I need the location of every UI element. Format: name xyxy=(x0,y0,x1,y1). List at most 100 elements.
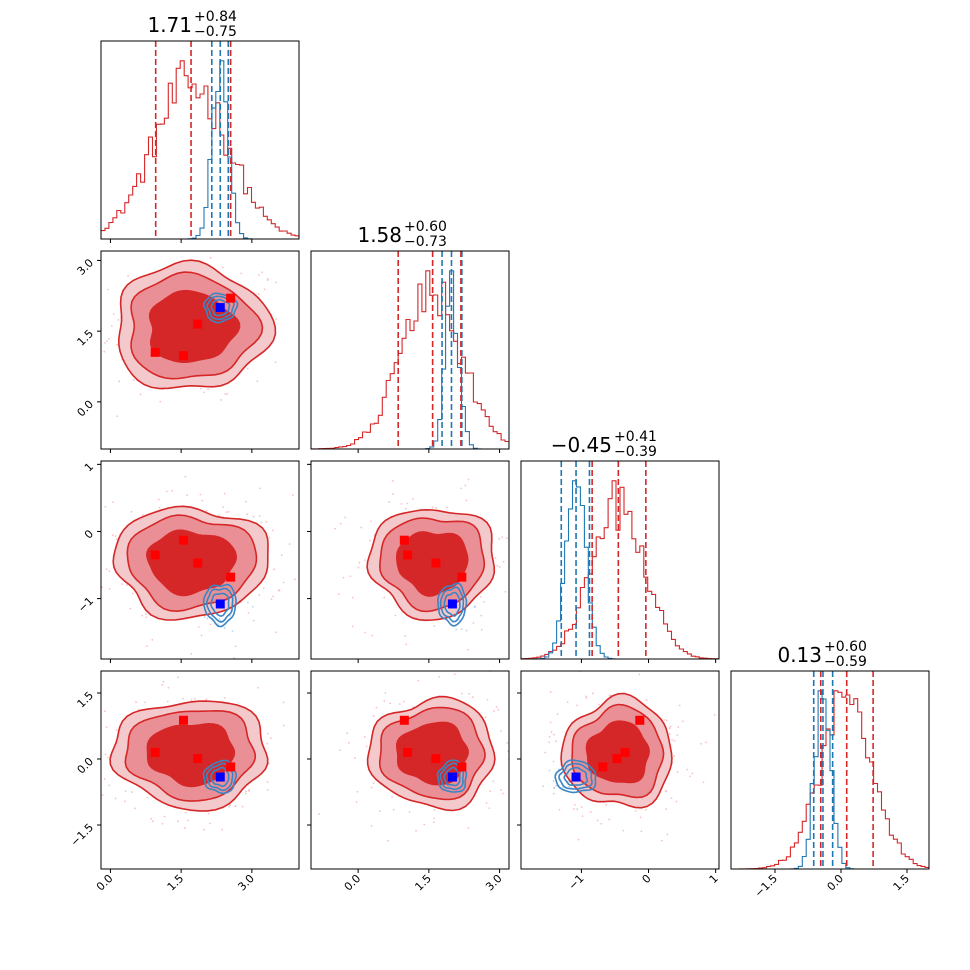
red-sample-point xyxy=(282,581,285,584)
red-sample-point xyxy=(480,614,483,617)
red-sample-point xyxy=(351,596,354,599)
panel-2-1 xyxy=(334,478,519,651)
red-sample-point xyxy=(342,576,345,579)
red-marker xyxy=(457,762,467,772)
red-sample-point xyxy=(114,535,117,538)
red-sample-point xyxy=(663,719,666,721)
red-sample-point xyxy=(356,790,359,793)
red-sample-point xyxy=(247,612,250,614)
red-sample-point xyxy=(271,529,274,532)
red-sample-point xyxy=(392,808,395,811)
red-sample-point xyxy=(167,686,170,689)
x-tick-label: −1 xyxy=(566,872,587,893)
red-sample-point xyxy=(256,380,259,383)
red-sample-point xyxy=(303,334,305,336)
red-sample-point xyxy=(383,596,386,599)
red-sample-point xyxy=(404,635,407,637)
red-sample-point xyxy=(502,560,505,563)
red-marker xyxy=(226,762,236,772)
red-sample-point xyxy=(252,619,255,622)
red-sample-point xyxy=(144,701,147,704)
red-sample-point xyxy=(480,628,483,631)
red-sample-point xyxy=(89,309,91,311)
red-sample-point xyxy=(274,361,277,364)
red-sample-point xyxy=(157,498,160,501)
red-sample-point xyxy=(673,740,676,742)
red-sample-point xyxy=(517,760,519,762)
panel-3-2 xyxy=(517,671,716,842)
red-sample-point xyxy=(131,592,134,595)
red-sample-point xyxy=(645,808,647,811)
red-sample-point xyxy=(199,493,202,496)
red-sample-point xyxy=(248,790,250,792)
red-sample-point xyxy=(91,575,93,577)
red-sample-point xyxy=(252,515,255,518)
red-sample-point xyxy=(274,281,277,284)
red-sample-point xyxy=(150,817,153,820)
red-sample-point xyxy=(203,828,205,831)
red-sample-point xyxy=(74,288,76,290)
red-sample-point xyxy=(270,598,273,601)
red-sample-point xyxy=(369,539,371,542)
red-sample-point xyxy=(141,513,144,516)
red-sample-point xyxy=(166,700,169,703)
red-contour-level xyxy=(145,529,238,597)
red-sample-point xyxy=(358,561,361,564)
red-sample-point xyxy=(465,499,468,502)
red-sample-point xyxy=(106,756,109,759)
red-sample-point xyxy=(713,714,716,716)
red-sample-point xyxy=(404,507,407,510)
red-sample-point xyxy=(134,807,136,810)
blue-sample-point xyxy=(234,645,237,648)
red-marker xyxy=(179,715,188,725)
red-marker xyxy=(431,558,441,568)
red-sample-point xyxy=(105,568,108,571)
blue-sample-point xyxy=(231,630,234,632)
red-sample-point xyxy=(673,755,676,758)
blue-contour-level xyxy=(210,592,230,617)
param-title-minus: −0.59 xyxy=(824,654,867,670)
red-sample-point xyxy=(106,340,109,343)
blue-sample-point xyxy=(203,616,206,618)
red-sample-point xyxy=(275,631,278,634)
red-sample-point xyxy=(446,506,449,509)
red-sample-point xyxy=(549,691,552,694)
red-marker xyxy=(179,535,188,545)
red-sample-point xyxy=(678,704,681,707)
red-sample-point xyxy=(265,521,268,523)
red-sample-point xyxy=(494,557,497,559)
red-sample-point xyxy=(493,710,495,713)
red-marker xyxy=(403,550,413,560)
red-sample-point xyxy=(542,755,544,757)
red-sample-point xyxy=(372,782,375,785)
red-sample-point xyxy=(268,536,271,539)
red-sample-point xyxy=(596,819,599,822)
red-sample-point xyxy=(517,551,519,553)
red-sample-point xyxy=(280,554,283,557)
red-sample-point xyxy=(266,732,269,735)
red-sample-point xyxy=(671,739,673,741)
red-sample-point xyxy=(163,815,166,818)
red-sample-point xyxy=(158,506,161,509)
red-sample-point xyxy=(484,716,487,719)
red-sample-point xyxy=(132,379,135,381)
red-sample-point xyxy=(585,697,588,699)
red-sample-point xyxy=(112,313,115,315)
red-marker xyxy=(403,747,413,757)
x-tick-label: 1 xyxy=(707,872,721,886)
red-sample-point xyxy=(553,733,555,736)
red-sample-point xyxy=(93,331,95,333)
param-title-minus: −0.75 xyxy=(194,24,237,40)
red-sample-point xyxy=(205,698,208,700)
red-sample-point xyxy=(161,683,164,686)
red-sample-point xyxy=(665,789,668,792)
red-sample-point xyxy=(370,786,373,789)
red-sample-point xyxy=(705,741,707,744)
red-sample-point xyxy=(689,775,691,778)
blue-contour-level xyxy=(205,587,234,623)
red-sample-point xyxy=(222,506,224,508)
red-sample-point xyxy=(227,510,230,513)
red-sample-point xyxy=(177,820,179,823)
red-sample-point xyxy=(558,808,561,811)
red-sample-point xyxy=(117,318,120,321)
